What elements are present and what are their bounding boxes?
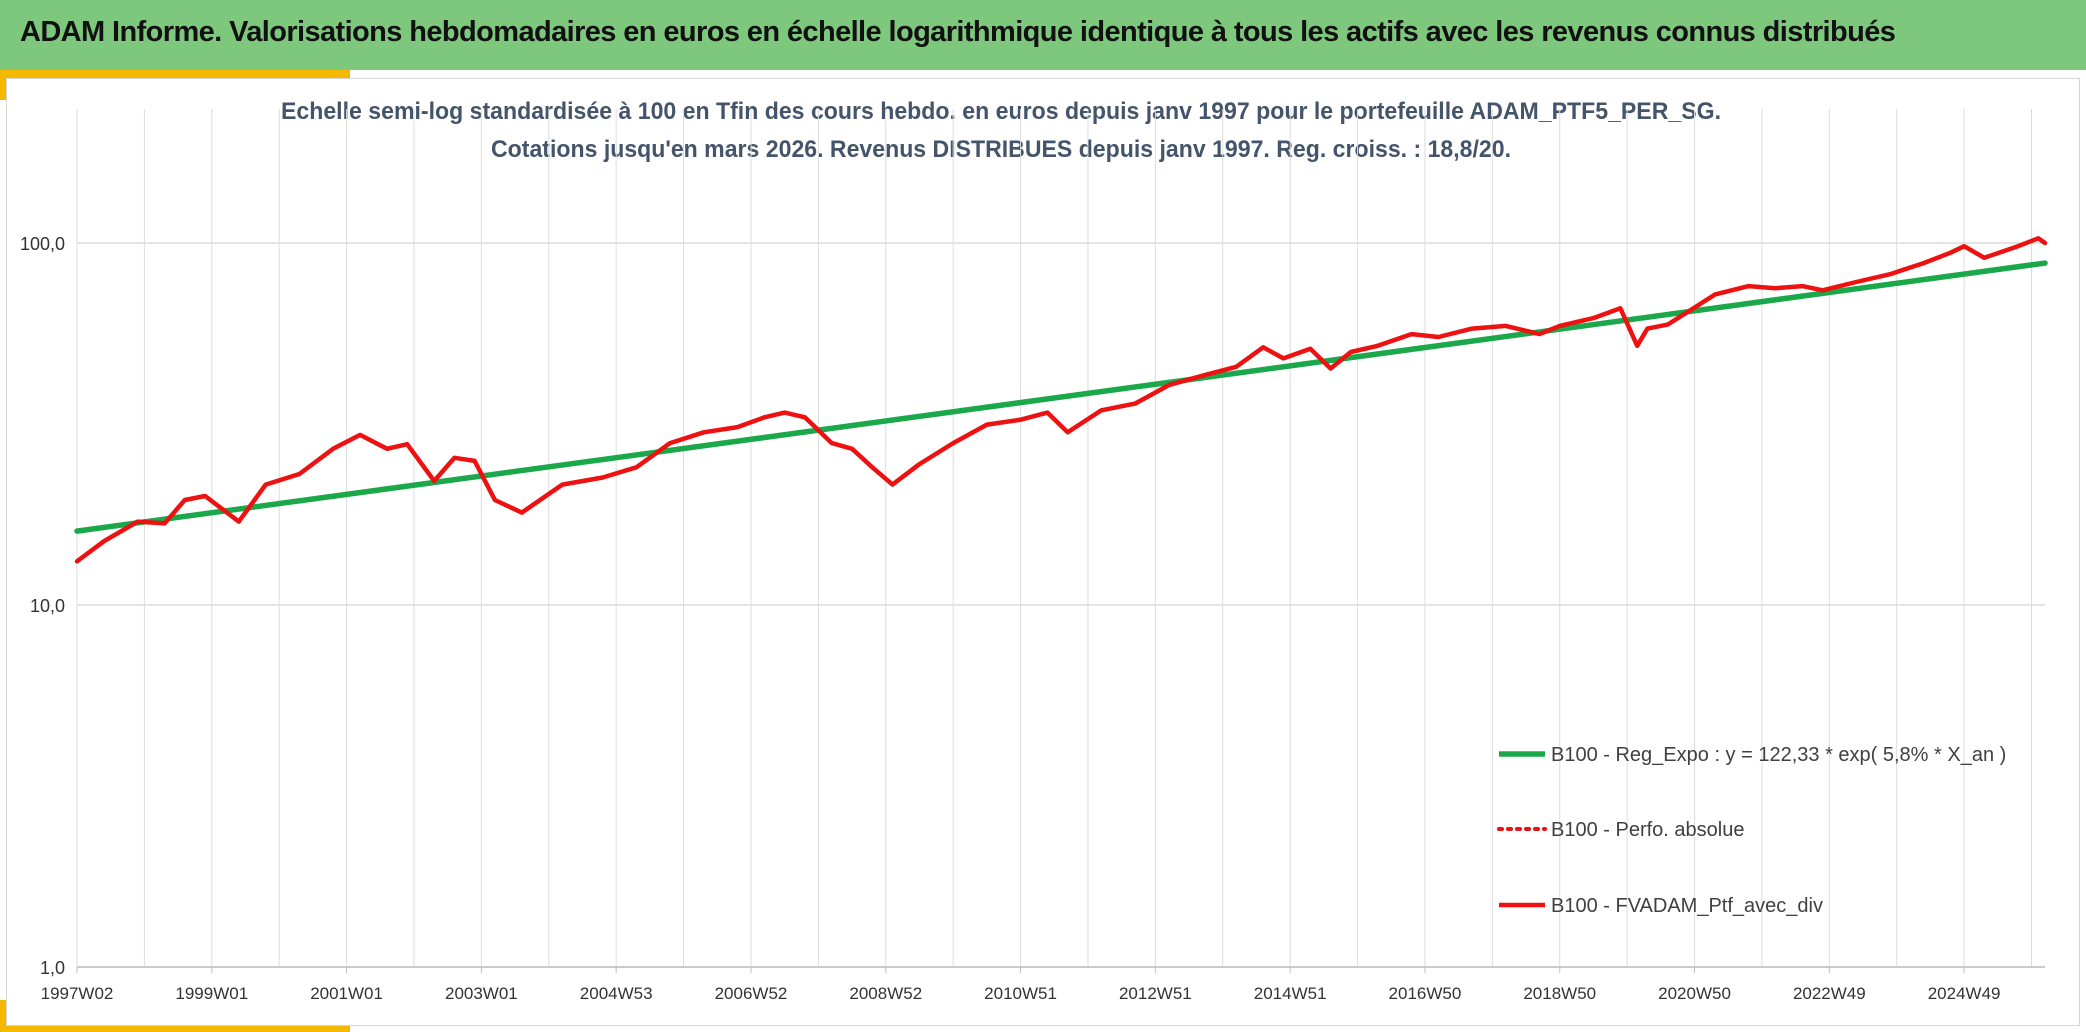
header-banner: ADAM Informe. Valorisations hebdomadaire…: [0, 0, 2086, 70]
x-tick-label: 2014W51: [1254, 984, 1327, 1003]
accent-bar-top: [0, 70, 350, 78]
x-tick-label: 2024W49: [1928, 984, 2001, 1003]
x-tick-label: 2004W53: [580, 984, 653, 1003]
accent-bar-left-bottom: [0, 1000, 6, 1032]
x-tick-label: 2010W51: [984, 984, 1057, 1003]
legend-label: B100 - Reg_Expo : y = 122,33 * exp( 5,8%…: [1551, 744, 2006, 766]
chart: Echelle semi-log standardisée à 100 en T…: [20, 98, 2048, 1003]
page-title: ADAM Informe. Valorisations hebdomadaire…: [20, 16, 1896, 48]
y-tick-label: 10,0: [30, 596, 65, 616]
legend-label: B100 - Perfo. absolue: [1551, 819, 1744, 841]
x-tick-label: 2003W01: [445, 984, 518, 1003]
legend-label: B100 - FVADAM_Ptf_avec_div: [1551, 895, 1823, 917]
x-tick-label: 2020W50: [1658, 984, 1731, 1003]
chart-title: Echelle semi-log standardisée à 100 en T…: [281, 98, 1721, 125]
y-tick-label: 1,0: [40, 958, 65, 978]
chart-frame: Echelle semi-log standardisée à 100 en T…: [6, 78, 2080, 1026]
chart-subtitle: Cotations jusqu'en mars 2026. Revenus DI…: [491, 136, 1511, 163]
accent-bar-left-top: [0, 70, 6, 100]
x-tick-label: 2018W50: [1523, 984, 1596, 1003]
accent-bar-bottom: [0, 1024, 350, 1032]
x-tick-label: 2006W52: [715, 984, 788, 1003]
x-tick-label: 1999W01: [175, 984, 248, 1003]
x-tick-label: 2022W49: [1793, 984, 1866, 1003]
x-tick-label: 2016W50: [1389, 984, 1462, 1003]
x-tick-label: 2001W01: [310, 984, 383, 1003]
x-tick-label: 1997W02: [41, 984, 114, 1003]
x-tick-label: 2012W51: [1119, 984, 1192, 1003]
series-line-portfolio: [74, 236, 2048, 564]
x-tick-label: 2008W52: [849, 984, 922, 1003]
series-line-regression: [74, 260, 2048, 534]
y-tick-label: 100,0: [20, 234, 65, 254]
